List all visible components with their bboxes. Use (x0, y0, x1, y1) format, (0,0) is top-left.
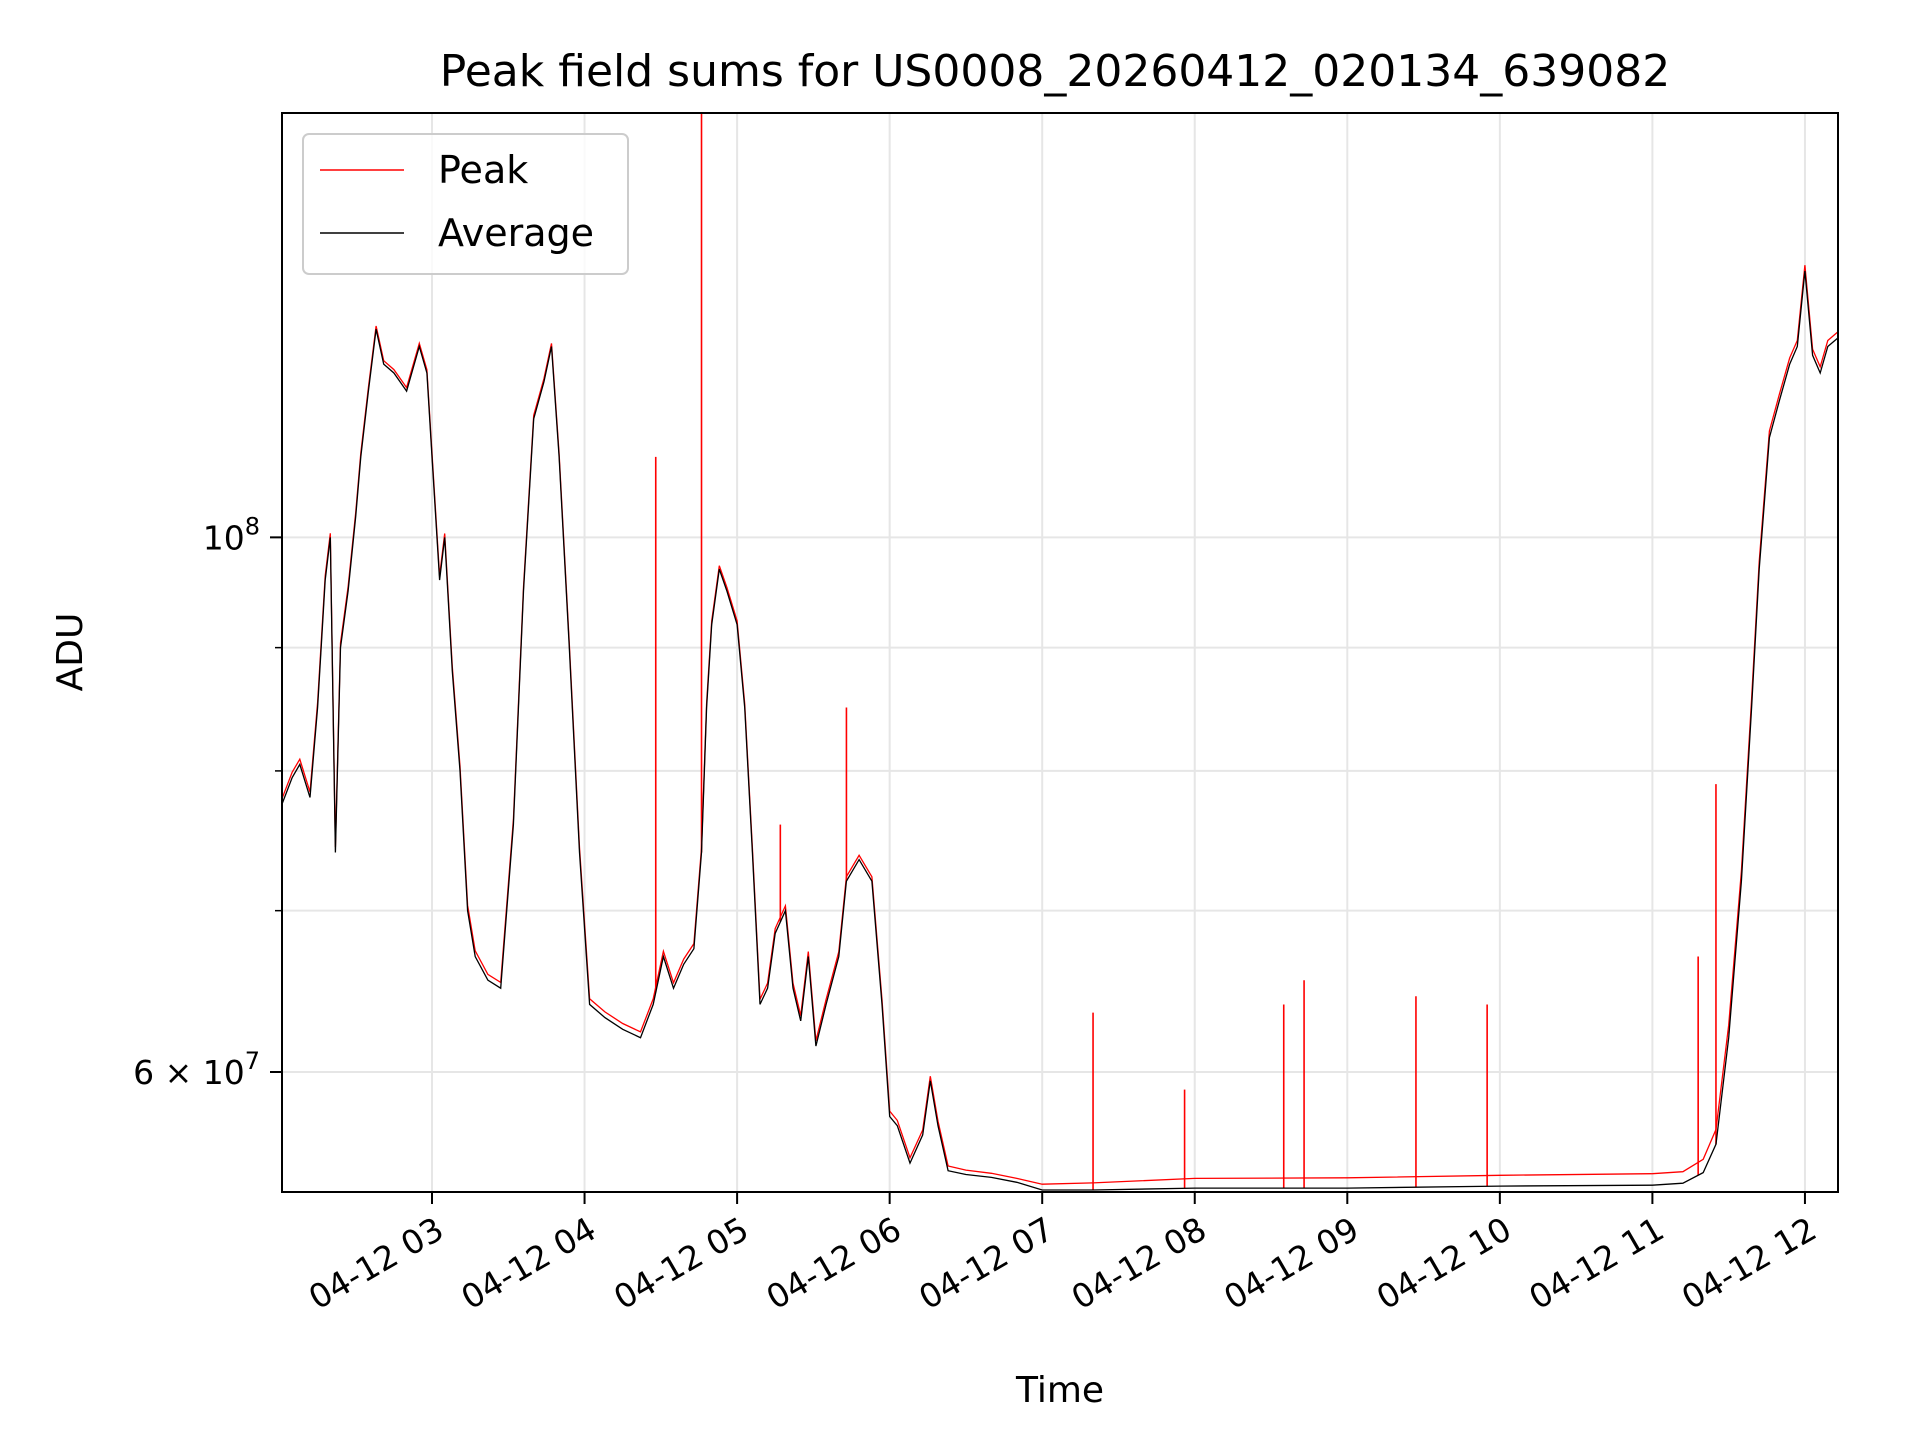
x-tick-label: 04-12 12 (1675, 1209, 1823, 1317)
x-tick-label: 04-12 11 (1522, 1209, 1670, 1317)
x-tick-label: 04-12 08 (1065, 1209, 1213, 1317)
series-line-peak (281, 265, 1839, 1185)
x-axis-label: Time (1015, 1370, 1104, 1411)
x-axis: 04-12 03 04-12 04 04-12 05 04-12 06 04-12 07… (302, 1192, 1823, 1317)
y-axis: 108 6 × 107 (133, 512, 282, 1092)
y-tick-label: 108 (203, 512, 260, 557)
legend-box (302, 133, 629, 275)
legend-label-average: Average (438, 211, 594, 255)
chart-title: Peak field sums for US0008_20260412_0201… (440, 46, 1670, 97)
x-tick-label: 04-12 03 (302, 1209, 450, 1317)
y-axis-label: ADU (50, 613, 91, 692)
x-tick-label: 04-12 07 (912, 1209, 1060, 1317)
peak-spikes (654, 113, 1717, 1191)
legend-label-peak: Peak (438, 148, 528, 192)
x-tick-label: 04-12 04 (455, 1209, 603, 1317)
legend: Peak Average (302, 133, 629, 275)
x-tick-label: 04-12 10 (1370, 1209, 1518, 1317)
series-line-average (281, 270, 1839, 1191)
x-tick-label: 04-12 05 (607, 1209, 755, 1317)
x-tick-label: 04-12 06 (760, 1209, 908, 1317)
gridlines (282, 113, 1838, 1192)
x-tick-label: 04-12 09 (1217, 1209, 1365, 1317)
y-tick-label: 6 × 107 (133, 1047, 260, 1092)
plot-frame (281, 112, 1839, 1193)
